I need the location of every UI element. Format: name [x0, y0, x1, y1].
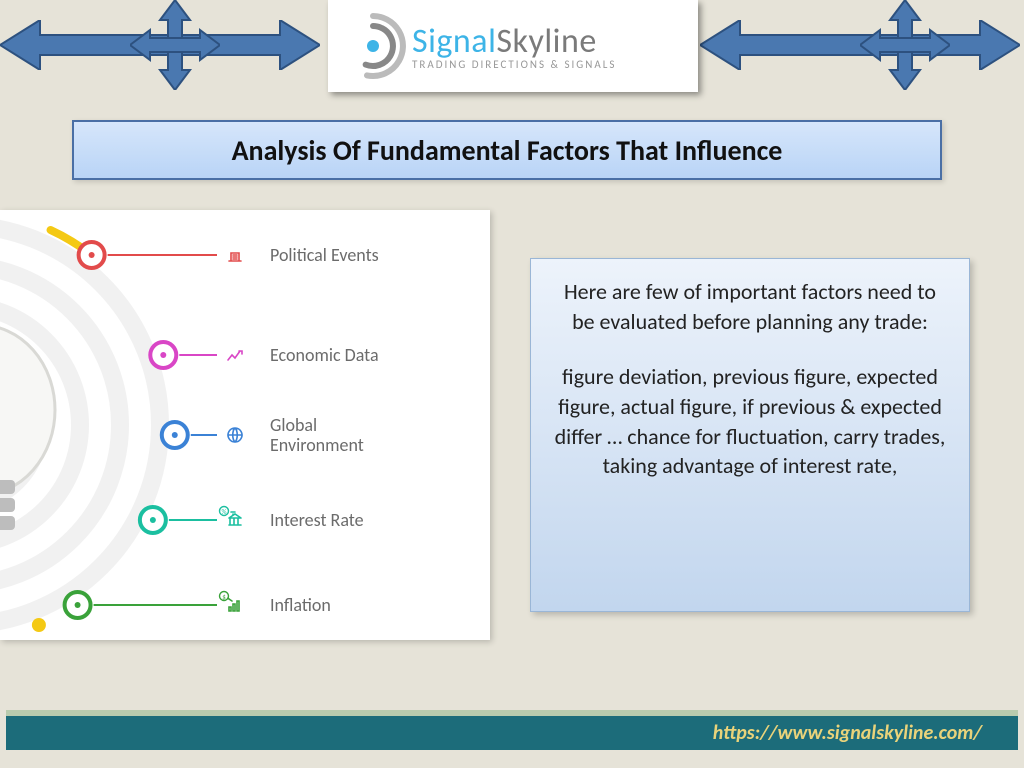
logo-tagline: TRADING DIRECTIONS & SIGNALS [412, 58, 616, 71]
cross-arrow-right [860, 0, 950, 90]
factor-label: Interest Rate [270, 509, 364, 531]
factor-label: Inflation [270, 594, 331, 616]
factor-label: Economic Data [270, 344, 379, 366]
bars-up-icon: $ [220, 592, 240, 612]
logo-box: SignalSkyline TRADING DIRECTIONS & SIGNA… [328, 0, 698, 92]
chart-line-icon [228, 351, 242, 360]
factor-label: Global [270, 414, 317, 436]
diagram-svg: Political Events Economic Data GlobalEnvir… [0, 210, 490, 640]
factor-label: Political Events [270, 244, 379, 266]
page-title: Analysis Of Fundamental Factors That Inf… [72, 120, 942, 180]
logo-word-1: Signal [412, 21, 496, 62]
svg-text:$: $ [222, 592, 226, 601]
footer-bar: https://www.signalskyline.com/ [6, 710, 1018, 750]
svg-text:%: % [221, 507, 226, 516]
description-box: Here are few of important factors need t… [530, 258, 970, 612]
footer-link[interactable]: https://www.signalskyline.com/ [713, 721, 982, 745]
description-intro: Here are few of important factors need t… [551, 277, 949, 336]
cross-arrow-left [130, 0, 220, 90]
description-body: figure deviation, previous figure, expec… [551, 362, 949, 481]
factor-label: Environment [270, 434, 364, 456]
bank-icon: % [220, 507, 242, 526]
building-icon [229, 253, 241, 261]
logo-swirl-icon [338, 11, 408, 81]
header-row: SignalSkyline TRADING DIRECTIONS & SIGNA… [0, 0, 1024, 110]
logo-word-2: Skyline [496, 21, 596, 62]
factors-diagram: Political Events Economic Data GlobalEnvir… [0, 210, 490, 640]
globe-icon [228, 428, 242, 442]
logo-text: SignalSkyline TRADING DIRECTIONS & SIGNA… [412, 21, 616, 71]
